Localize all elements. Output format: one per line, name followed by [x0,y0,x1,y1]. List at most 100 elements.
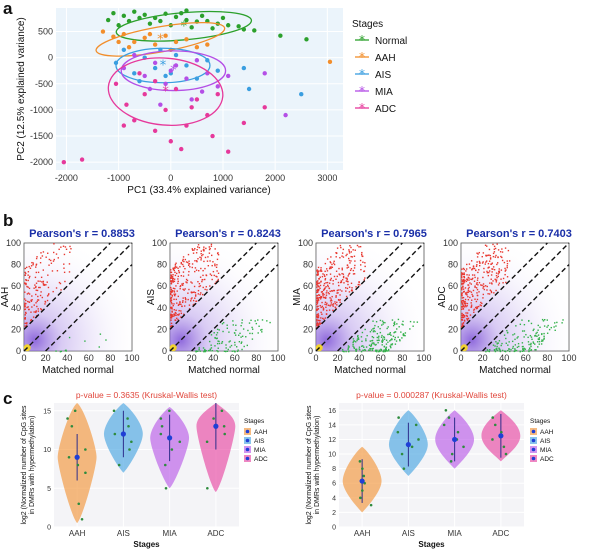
hyper-point [205,286,207,288]
hypo-point [355,348,357,351]
hypo-point [357,335,359,338]
hyper-point [463,319,466,322]
hyper-point [481,284,483,287]
hypo-point [394,331,397,333]
hyper-point [46,299,49,302]
hyper-point [190,281,192,283]
hyper-point [59,282,62,285]
hypo-point [556,321,558,324]
hypo-point [534,343,536,345]
hyper-point [207,256,209,258]
hypo-point [233,332,236,334]
hypo-point [357,337,360,339]
hyper-point [56,270,59,272]
hyper-point [490,282,493,284]
violin-y-tick-label: 15 [43,408,51,415]
hyper-point [192,304,195,306]
hyper-point [479,261,481,264]
hyper-point [496,263,498,266]
hypo-point [217,350,219,353]
hypo-point [381,320,384,322]
hyper-point [471,299,473,301]
hyper-point [492,268,494,270]
hyper-point [206,289,208,291]
hyper-point [482,283,485,285]
violin-point [112,409,116,413]
hyper-point [214,248,216,250]
hypo-point [398,326,400,328]
hyper-point [316,269,319,271]
hyper-point [24,305,26,307]
hyper-point [337,289,339,291]
pca-point-ais [299,92,304,97]
hypo-point [383,349,385,351]
pca-point-mia [163,81,168,86]
hyper-point [42,269,44,271]
pca-point-adc [179,146,184,152]
hyper-point [191,266,193,269]
hyper-point [489,282,491,284]
pca-legend-label: AIS [375,70,391,81]
hyper-point [466,315,468,318]
pca-point-adc [132,118,137,123]
correlation-x-tick-label: 20 [187,353,197,363]
hyper-point [495,279,497,282]
violin-legend-title: Stages [244,418,265,425]
hyper-point [216,270,218,272]
hyper-point [33,304,35,306]
hypo-point [386,327,388,330]
violin-x-tick-label: AIS [117,529,130,538]
hypo-point [521,330,524,332]
hyper-point [461,273,463,275]
hypo-point [210,347,213,349]
correlation-x-tick-label: 80 [251,353,261,363]
hypo-point [239,332,241,335]
hyper-point [182,284,184,286]
hyper-point [24,304,26,306]
correlation-y-tick-label: 0 [308,346,313,356]
hyper-point [333,263,336,266]
hyper-point [495,272,498,274]
hyper-point [339,274,341,276]
hypo-point [210,334,213,336]
hyper-point [170,280,173,282]
hypo-point [383,338,386,340]
hyper-point [332,283,334,285]
pca-ellipse-mia [120,50,227,92]
violin-legend-dot [245,456,250,461]
hypo-point [360,350,363,353]
hyper-point [463,268,465,271]
hyper-point [31,295,33,297]
hyper-point [316,323,318,325]
hyper-point [30,311,32,313]
hyper-point [493,248,496,250]
hyper-point [482,293,485,296]
hyper-point [348,273,350,275]
hyper-point [506,262,509,265]
hypo-point [203,350,206,353]
hyper-point [214,263,216,265]
hypo-point [341,348,344,351]
hyper-point [170,289,173,291]
hypo-point [379,319,382,322]
violin-x-tick-label: ADC [207,529,224,538]
hypo-point [230,344,233,347]
hypo-point [65,350,67,352]
hyper-point [316,301,318,303]
hyper-point [348,249,350,251]
hypo-point [512,334,514,336]
hyper-point [325,313,328,315]
hypo-point [523,323,526,326]
hyper-point [461,287,463,290]
hyper-point [470,304,473,306]
hyper-point [326,281,329,284]
hypo-point [536,341,539,343]
hypo-point [99,333,102,335]
hypo-point [538,337,541,339]
hypo-point [537,334,540,336]
hypo-point [516,337,518,339]
violin-median-mia [167,435,173,441]
hyper-point [333,275,336,278]
hypo-point [371,349,374,351]
hypo-point [494,350,497,353]
